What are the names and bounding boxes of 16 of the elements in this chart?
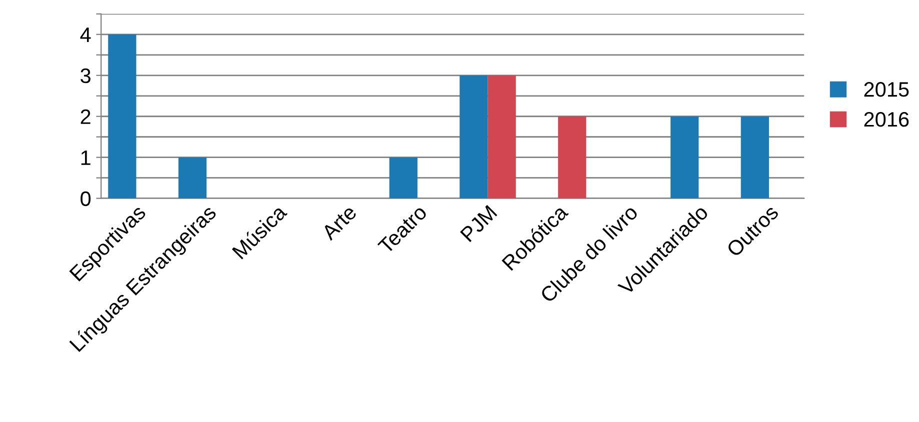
legend-label: 2016: [864, 112, 909, 127]
bar: [670, 116, 699, 198]
bar: [488, 75, 516, 198]
bar: [740, 116, 769, 198]
y-tick-label: 4: [80, 28, 91, 42]
bar: [389, 157, 418, 198]
y-tick-label: 0: [80, 191, 91, 206]
legend-label: 2015: [864, 82, 909, 97]
bar: [178, 157, 207, 198]
x-tick-label: Arte: [320, 204, 358, 242]
bar: [558, 116, 586, 198]
y-tick-label: 3: [80, 68, 90, 84]
bar: [108, 34, 136, 198]
y-tick-label: 1: [81, 150, 90, 165]
y-tick-label: 2: [80, 109, 90, 124]
bar: [460, 75, 488, 198]
